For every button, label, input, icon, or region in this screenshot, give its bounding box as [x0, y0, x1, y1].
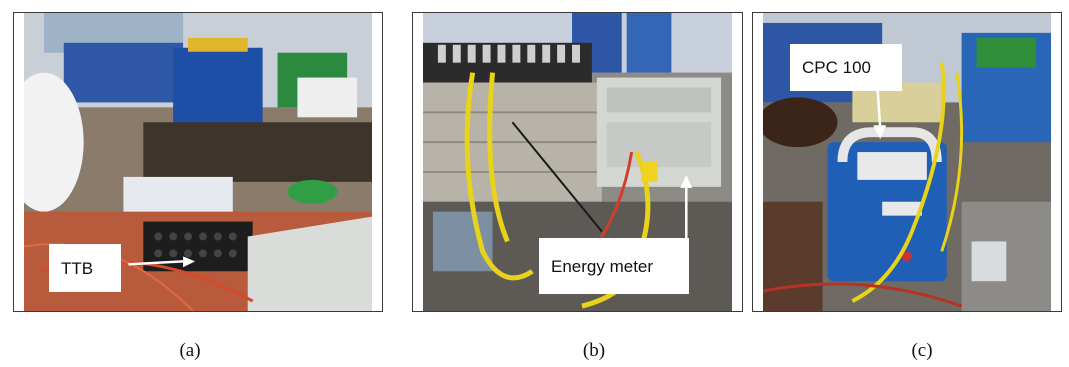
photo-panel-a: TTB	[13, 12, 383, 312]
caption-b: (b)	[582, 340, 606, 361]
photo-a	[24, 13, 372, 311]
caption-a: (a)	[179, 340, 201, 361]
ttb-label: TTB	[49, 244, 121, 292]
photo-b-scene	[423, 13, 732, 311]
photo-panel-c: CPC 100	[752, 12, 1062, 312]
photo-a-scene	[24, 13, 372, 311]
photo-b	[423, 13, 732, 311]
photo-panel-b: Energy meter	[412, 12, 743, 312]
cpc-100-label: CPC 100	[790, 44, 902, 91]
energy-meter-label: Energy meter	[539, 238, 689, 294]
caption-c: (c)	[911, 340, 933, 361]
